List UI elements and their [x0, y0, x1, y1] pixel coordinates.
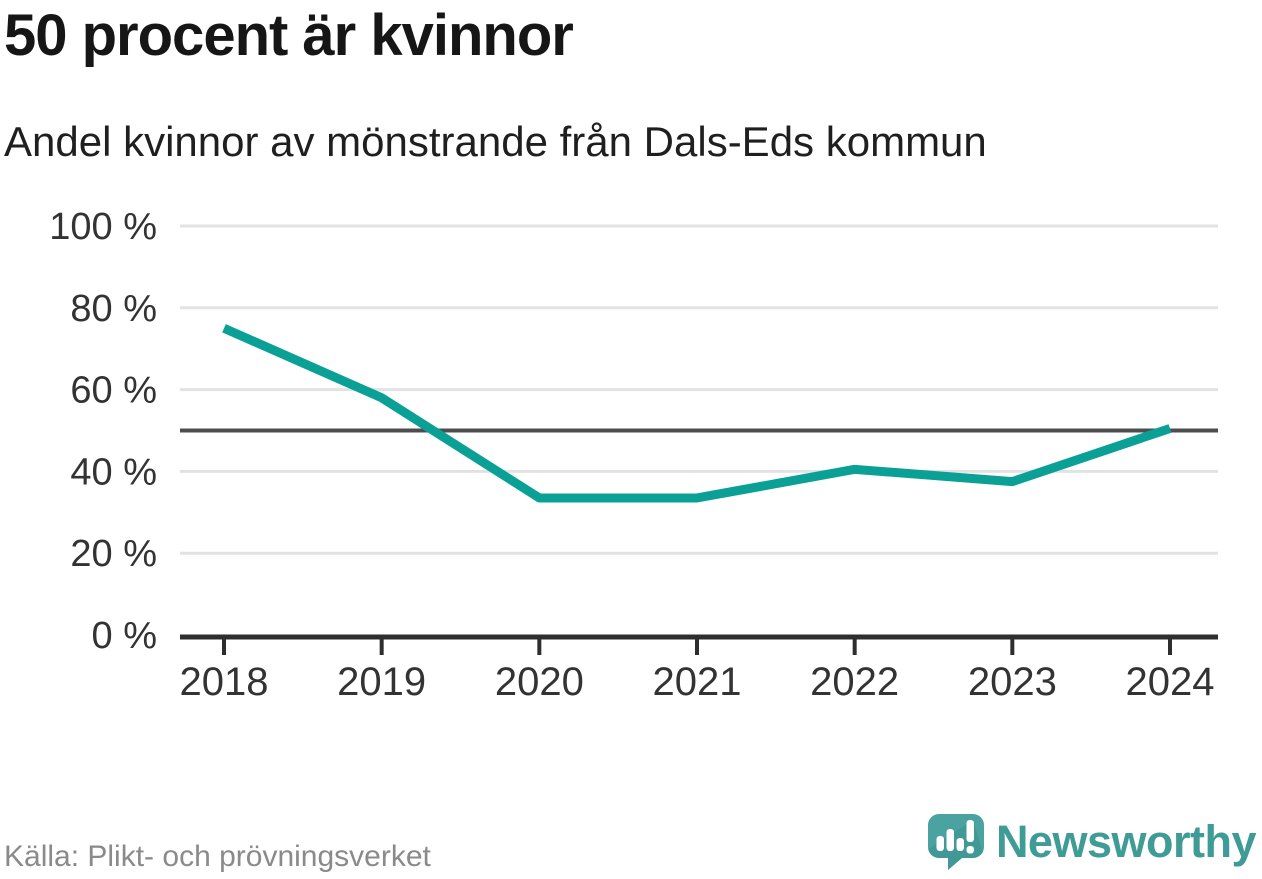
x-tick-label: 2018	[180, 660, 269, 704]
logo-exclamation-dot	[966, 846, 974, 854]
y-tick-label: 80 %	[70, 288, 157, 330]
logo-bar-3	[956, 838, 964, 851]
newsworthy-wordmark: Newsworthy	[995, 816, 1257, 867]
chart-subtitle: Andel kvinnor av mönstrande från Dals-Ed…	[4, 118, 987, 165]
y-tick-label: 60 %	[70, 370, 157, 412]
y-tick-label: 20 %	[70, 533, 157, 575]
y-tick-label: 100 %	[49, 206, 157, 248]
newsworthy-logo-icon	[927, 814, 984, 870]
y-tick-label: 0 %	[92, 615, 157, 657]
chart-title: 50 procent är kvinnor	[4, 3, 574, 68]
y-tick-label: 40 %	[70, 451, 157, 493]
x-tick-label: 2022	[810, 660, 899, 704]
series-line	[222, 324, 1172, 503]
x-tick-label: 2021	[653, 660, 742, 704]
logo-bar-1	[936, 836, 944, 851]
source-note: Källa: Plikt- och prövningsverket	[4, 840, 431, 873]
logo-bar-2	[946, 829, 954, 851]
x-tick-label: 2024	[1126, 660, 1215, 704]
x-tick-label: 2020	[495, 660, 584, 704]
x-tick-label: 2023	[968, 660, 1057, 704]
x-tick-label: 2019	[337, 660, 426, 704]
newsworthy-logo: Newsworthy	[927, 812, 1257, 872]
logo-exclamation-bar	[966, 820, 974, 842]
